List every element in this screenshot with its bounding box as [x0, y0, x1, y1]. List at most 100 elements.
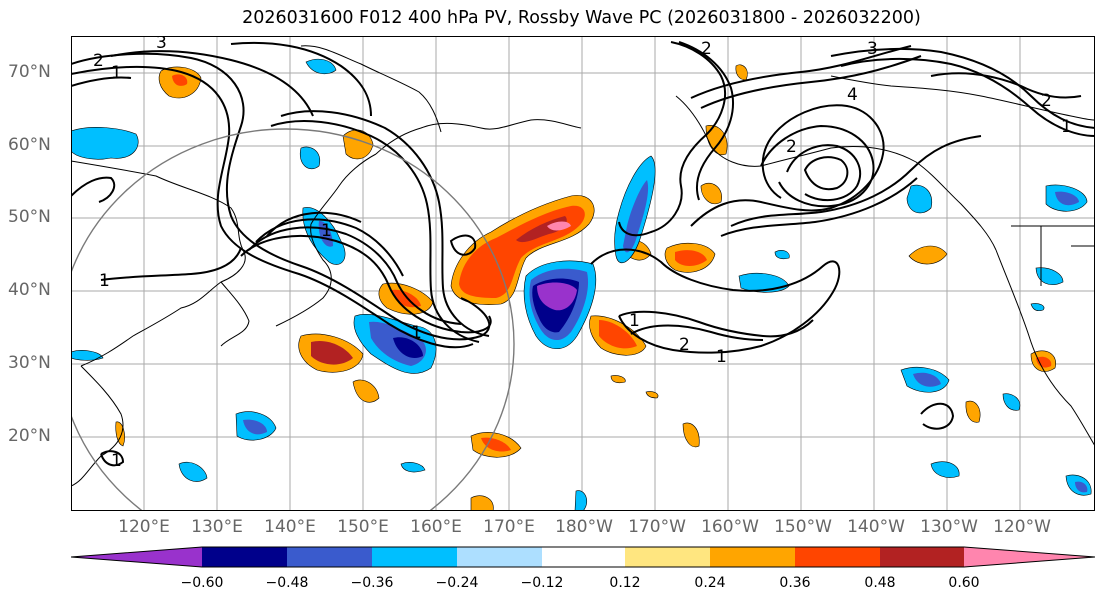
contour-label: 3 — [867, 39, 878, 59]
colorbar-segment — [457, 547, 542, 567]
anomaly-blob — [470, 495, 494, 511]
colorbar-tick: 0.24 — [694, 575, 726, 591]
colorbar-tick: −0.12 — [520, 575, 564, 591]
lon-label: 150°E — [337, 517, 389, 537]
lon-label: 140°E — [264, 517, 316, 537]
lon-label: 140°W — [847, 517, 905, 537]
anomaly-blob — [481, 437, 511, 452]
colorbar-segment — [71, 547, 202, 567]
anomaly-blob — [178, 461, 208, 482]
colorbar-tick: −0.48 — [265, 575, 309, 591]
colorbar-segment — [372, 547, 457, 567]
contour-label: 1 — [716, 347, 727, 367]
contour-label: 1 — [411, 323, 422, 343]
colorbar-tick: −0.24 — [435, 575, 479, 591]
lat-label: 30°N — [8, 353, 51, 373]
anomaly-blob — [913, 372, 941, 387]
contour-label: 2 — [679, 335, 690, 355]
contour-label: 4 — [847, 85, 858, 105]
anomaly-blob — [1030, 303, 1045, 312]
map-title: 2026031600 F012 400 hPa PV, Rossby Wave … — [242, 8, 921, 28]
anomaly-blob — [965, 400, 981, 423]
anomaly-blob — [516, 216, 567, 243]
anomaly-blob — [243, 419, 267, 435]
map-plot: 3 2 1 2 3 4 2 1 1 1 1 2 2 1 1 1 — [71, 36, 1095, 511]
anomaly-blob — [71, 127, 139, 160]
anomaly-blob — [930, 461, 960, 478]
anomaly-blob — [311, 340, 353, 365]
lon-label: 170°E — [483, 517, 535, 537]
great-circle — [71, 128, 515, 511]
lat-label: 60°N — [8, 135, 51, 155]
contour-label: 1 — [629, 311, 640, 331]
contour-labels: 3 2 1 2 3 4 2 1 1 1 1 2 2 1 1 1 — [93, 36, 1072, 471]
lon-label: 130°E — [191, 517, 243, 537]
colorbar-tick: 0.36 — [779, 575, 811, 591]
lat-label: 20°N — [8, 426, 51, 446]
anomaly-blob — [71, 350, 104, 361]
anomaly-blob — [400, 462, 426, 473]
anomaly-blob — [700, 182, 722, 205]
lon-label: 130°W — [920, 517, 978, 537]
contour-label: 1 — [111, 63, 122, 83]
anomaly-blob — [352, 379, 380, 403]
colorbar-tick: −0.60 — [180, 575, 224, 591]
pc-contours — [71, 41, 1095, 467]
anomaly-blob — [547, 221, 571, 231]
anomaly-blob — [391, 289, 421, 308]
anomaly-blob — [537, 282, 577, 311]
anomaly-blob — [682, 422, 700, 448]
colorbar-segment — [542, 547, 625, 567]
lat-label: 40°N — [8, 280, 51, 300]
anomaly-blob — [599, 320, 637, 349]
anomaly-blob — [1055, 191, 1079, 206]
colorbar-segment — [625, 547, 710, 567]
contour-label: 1 — [1061, 117, 1072, 137]
anomaly-blob — [172, 74, 188, 86]
contour-label: 2 — [786, 137, 797, 157]
anomaly-blob — [1035, 267, 1064, 285]
colorbar — [71, 546, 1095, 568]
contour-label: 1 — [111, 451, 122, 471]
colorbar-segment — [795, 547, 880, 567]
colorbar-tick: −0.36 — [350, 575, 394, 591]
anomaly-blob — [610, 375, 626, 384]
colorbar-segment — [964, 547, 1095, 567]
lon-label: 160°W — [701, 517, 759, 537]
anomaly-blob — [1036, 356, 1052, 368]
pv-anomaly-fills — [71, 58, 1092, 511]
contour-label: 1 — [99, 271, 110, 291]
anomaly-blob — [299, 146, 321, 170]
lon-label: 160°E — [410, 517, 462, 537]
anomaly-blob — [675, 250, 707, 266]
lon-label: 180°W — [555, 517, 613, 537]
anomaly-blob — [393, 337, 423, 358]
colorbar-segment — [710, 547, 795, 567]
anomaly-blob — [305, 58, 337, 75]
lat-label: 50°N — [8, 207, 51, 227]
colorbar-tick: 0.60 — [948, 575, 980, 591]
lon-label: 120°W — [993, 517, 1051, 537]
lon-label: 150°W — [774, 517, 832, 537]
contour-label: 2 — [1041, 91, 1052, 111]
anomaly-blob — [645, 391, 659, 399]
contour-label: 2 — [701, 39, 712, 59]
anomaly-blob — [574, 490, 587, 511]
anomaly-blob — [1075, 481, 1088, 493]
anomaly-blob — [906, 184, 933, 214]
colorbar-segment — [287, 547, 372, 567]
lat-label: 70°N — [8, 62, 51, 82]
anomaly-blob — [774, 250, 790, 260]
coastlines — [71, 45, 1095, 487]
lon-label: 120°E — [118, 517, 170, 537]
contour-label: 1 — [321, 221, 332, 241]
contour-label: 3 — [156, 36, 167, 53]
anomaly-blob — [1002, 393, 1021, 411]
colorbar-segment — [880, 547, 964, 567]
colorbar-tick: 0.48 — [864, 575, 896, 591]
colorbar-tick: 0.12 — [609, 575, 641, 591]
lon-label: 170°W — [628, 517, 686, 537]
colorbar-segment — [202, 547, 287, 567]
contour-label: 2 — [93, 51, 104, 71]
anomaly-blob — [908, 245, 948, 265]
